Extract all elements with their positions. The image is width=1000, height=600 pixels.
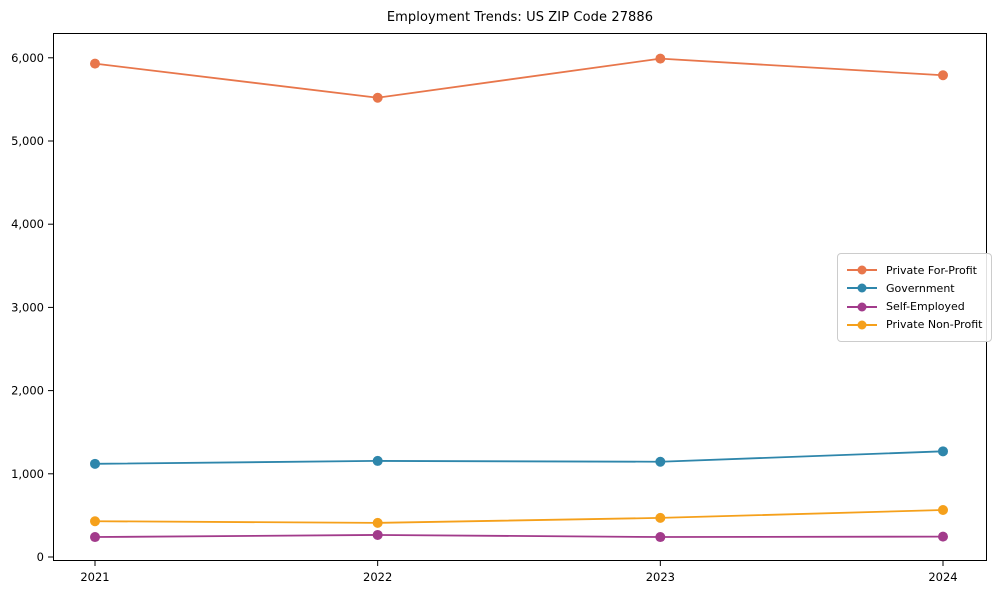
data-point <box>372 92 383 103</box>
data-point <box>90 532 100 543</box>
legend-line-marker-icon <box>847 302 877 312</box>
legend-label: Self-Employed <box>886 300 965 314</box>
y-tick-label: 3,000 <box>11 300 44 314</box>
y-tick-label: 5,000 <box>11 134 44 148</box>
data-point <box>938 70 948 81</box>
data-point <box>372 517 383 528</box>
x-tick-label: 2022 <box>363 570 392 584</box>
legend-item: Private Non-Profit <box>847 316 982 334</box>
legend-label: Private For-Profit <box>886 263 977 277</box>
data-point <box>90 516 100 527</box>
x-tick-label: 2021 <box>80 570 109 584</box>
data-point <box>655 512 666 523</box>
data-point <box>938 504 948 515</box>
legend-line-marker-icon <box>847 265 877 275</box>
series-line-government <box>94 450 944 465</box>
legend-label: Private Non-Profit <box>886 318 983 332</box>
legend-label: Government <box>886 281 955 295</box>
x-tick-label: 2024 <box>928 570 957 584</box>
series-line-private-for-profit <box>94 57 944 99</box>
legend-line-marker-icon <box>847 320 877 330</box>
legend-item: Private For-Profit <box>847 261 982 279</box>
data-point <box>372 529 383 540</box>
data-point <box>90 458 100 469</box>
data-point <box>655 532 666 543</box>
legend: Private For-Profit Government Self-Employe… <box>837 253 993 342</box>
y-tick-label: 1,000 <box>11 467 44 481</box>
data-point <box>372 455 383 466</box>
legend-item: Self-Employed <box>847 298 982 316</box>
series-line-private-non-profit <box>94 509 944 524</box>
data-point <box>938 531 948 542</box>
data-point <box>938 446 948 457</box>
data-point <box>655 53 666 64</box>
y-tick-label: 0 <box>37 550 44 564</box>
legend-item: Government <box>847 279 982 297</box>
y-tick-label: 6,000 <box>11 51 44 65</box>
data-point <box>90 58 100 69</box>
legend-line-marker-icon <box>847 283 877 293</box>
x-tick-label: 2023 <box>646 570 675 584</box>
y-tick-label: 4,000 <box>11 217 44 231</box>
chart-title: Employment Trends: US ZIP Code 27886 <box>386 10 654 25</box>
series-line-self-employed <box>94 534 944 538</box>
y-tick-label: 2,000 <box>11 384 44 398</box>
data-point <box>655 456 666 467</box>
